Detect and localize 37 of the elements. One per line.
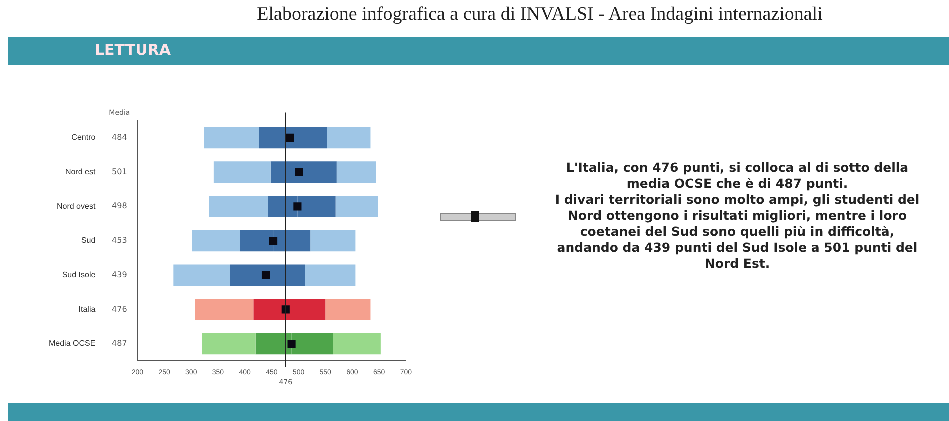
y-tick-label: Nord est <box>65 168 96 177</box>
bar <box>327 127 371 149</box>
data-label: 453 <box>112 236 128 246</box>
y-tick-label: Sud Isole <box>62 270 96 280</box>
bar <box>310 230 356 252</box>
chart-subtitle: LETTURA <box>95 41 171 59</box>
text: L'Italia, con 476 punti, si colloca al di sotto della media OCSE che è di 487 punti. I divari territoriali sono molto ampi, gli studenti del Nord ottengono i risultati migliori, mentre i loro coetanei del Sud sono quelli più in difficoltà, andando da 439 punti del Sud Isole a 501 punti del Nord Est. <box>555 160 920 272</box>
y-tick-label: Nord ovest <box>56 202 96 211</box>
point <box>286 134 294 142</box>
point <box>270 236 278 246</box>
bar <box>336 162 376 183</box>
y-tick-label: Sud <box>81 236 96 246</box>
point <box>262 271 270 280</box>
bar <box>305 264 356 286</box>
y-tick-label: Centro <box>72 133 96 142</box>
bar <box>174 264 230 286</box>
bar <box>326 299 371 320</box>
bar <box>333 333 381 355</box>
point <box>295 168 304 176</box>
y-tick-label: Italia <box>78 304 96 314</box>
data-label: 501 <box>112 167 128 176</box>
data-label: 439 <box>112 270 128 280</box>
point <box>294 202 302 211</box>
bar <box>204 127 260 149</box>
y-tick-label: Media OCSE <box>48 339 96 348</box>
bar <box>195 299 254 320</box>
bar <box>192 230 240 252</box>
bar <box>209 196 268 218</box>
text: Elaborazione infografica a cura di INVALSI - Area Indagini internazionali <box>256 4 824 26</box>
data-label: 498 <box>112 202 128 211</box>
data-label: 484 <box>112 133 128 142</box>
point <box>288 340 296 348</box>
bar <box>214 162 271 183</box>
bar <box>336 196 378 218</box>
data-label: 476 <box>112 304 128 314</box>
data-label: 487 <box>112 339 128 348</box>
bar <box>202 333 256 355</box>
